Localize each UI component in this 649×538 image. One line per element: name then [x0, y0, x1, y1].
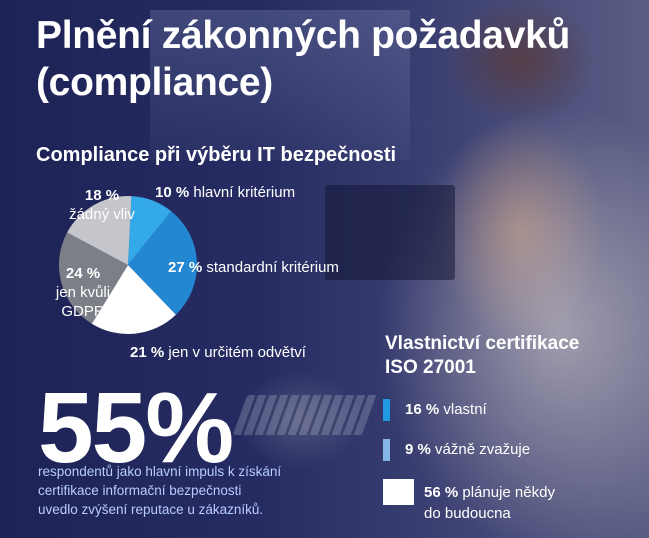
note-line-3: uvedlo zvýšení reputace u zákazníků.: [38, 502, 264, 517]
certification-label-line-2: do budoucna: [424, 505, 511, 522]
certification-title-line-1: Vlastnictví certifikace: [385, 333, 580, 354]
pie-chart-title: Compliance při výběru IT bezpečnosti: [36, 144, 397, 166]
pie-slice-gdpr-only: [58, 232, 128, 324]
title-line-1: Plnění zákonných požadavků: [36, 14, 570, 57]
certification-row-text: 56 % plánuje někdy do budoucna: [424, 482, 555, 524]
certification-title-line-2: ISO 27001: [385, 357, 476, 378]
certification-row-text: 9 % vážně zvažuje: [405, 440, 530, 460]
certification-label-line-1: plánuje někdy: [462, 484, 555, 501]
pie-slice-main-criterion: [128, 196, 172, 265]
pie-label-no-impact: 18 % žádný vliv: [62, 186, 142, 224]
legend-swatch: [383, 479, 414, 505]
pie-label-standard-criterion: 27 % standardní kritérium: [168, 258, 339, 277]
background-window: [150, 10, 410, 160]
certification-label: vlastní: [443, 401, 487, 418]
background-monitor: [325, 185, 455, 280]
pie-label-industry-only: 21 % jen v určitém odvětví: [130, 343, 306, 362]
pie-slice-standard-criterion: [128, 211, 198, 315]
certification-pct: 16 %: [405, 401, 440, 418]
pie-label-gdpr-only: 24 % jen kvůli GDPR: [48, 264, 118, 321]
pie-slice-industry-only: [91, 265, 176, 335]
pie-label-pct: 24 %: [65, 265, 101, 282]
headline-note: respondentů jako hlavní impuls k získání…: [38, 462, 368, 519]
title-line-2: (compliance): [36, 61, 273, 104]
pie-label-pct: 27 %: [168, 259, 203, 276]
certification-label: vážně zvažuje: [435, 441, 531, 458]
note-line-1: respondentů jako hlavní impuls k získání: [38, 464, 282, 479]
pie-label-main-criterion: 10 % hlavní kritérium: [155, 183, 295, 202]
note-line-2: certifikace informační bezpečnosti: [38, 483, 242, 498]
pie-label-text: jen v určitém odvětví: [168, 344, 306, 361]
certification-pct: 56 %: [424, 484, 459, 501]
legend-swatch: [383, 439, 390, 461]
pie-label-text-line-2: GDPR: [61, 303, 105, 320]
pie-slice-no-impact: [67, 196, 132, 265]
pie-label-text: standardní kritérium: [206, 259, 339, 276]
pie-label-pct: 18 %: [84, 187, 120, 204]
certification-title: Vlastnictví certifikace ISO 27001: [385, 332, 579, 380]
page-title: Plnění zákonných požadavků (compliance): [36, 12, 570, 106]
legend-swatch: [383, 399, 390, 421]
pie-label-text: žádný vliv: [69, 206, 135, 223]
pie-label-pct: 10 %: [155, 184, 190, 201]
certification-pct: 9 %: [405, 441, 431, 458]
pie-label-text-line-1: jen kvůli: [55, 284, 111, 301]
headline-percentage: 55%: [38, 372, 234, 484]
certification-row-text: 16 % vlastní: [405, 400, 487, 420]
pie-label-pct: 21 %: [130, 344, 165, 361]
pie-label-text: hlavní kritérium: [193, 184, 296, 201]
